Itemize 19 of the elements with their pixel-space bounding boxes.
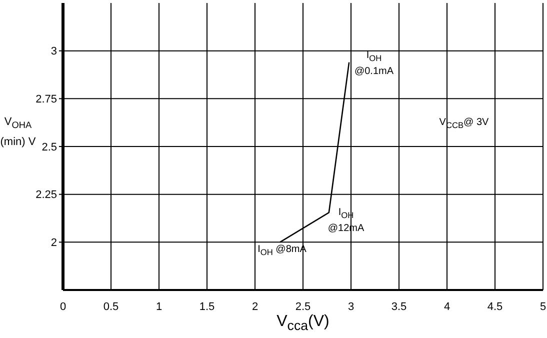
x-tick-label: 4.5 <box>487 300 503 313</box>
x-tick-label: 0.5 <box>103 300 119 313</box>
annotation: I$_{OH}$ @0.1mA <box>353 49 395 78</box>
x-tick-label: 3.5 <box>391 300 407 313</box>
y-tick-label: 2.75 <box>36 94 57 106</box>
x-axis-title: V$_{cca}$(V) <box>276 313 330 334</box>
x-tick-label: 1.5 <box>199 300 215 313</box>
x-tick-label: 1 <box>156 300 162 313</box>
x-tick-label: 4 <box>444 300 450 313</box>
x-tick-label: 2 <box>252 300 258 313</box>
y-tick-label: 2 <box>50 237 57 250</box>
y-tick-label: 2.25 <box>36 189 57 202</box>
x-tick-label: 5 <box>540 300 546 313</box>
y-tick-label: 3 <box>50 46 57 58</box>
y-axis-title: V$_{OHA}$ (min) V <box>0 115 36 150</box>
x-tick-label: 0 <box>60 300 66 313</box>
y-tick-label: 2.5 <box>42 141 57 154</box>
x-tick-label: 3 <box>348 300 354 313</box>
x-tick-label: 2.5 <box>295 300 311 313</box>
